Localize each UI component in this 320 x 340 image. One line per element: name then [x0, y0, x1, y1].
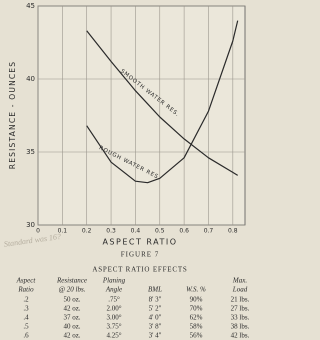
- table-cell: .75°: [108, 296, 120, 304]
- table-cell: .3: [23, 305, 29, 313]
- table-header: Angle: [105, 286, 122, 294]
- table-cell: 58%: [190, 323, 203, 331]
- table-cell: 40 oz.: [63, 323, 80, 331]
- table-header: Ratio: [17, 286, 34, 294]
- y-tick-label: 30: [26, 221, 35, 229]
- table-cell: 4.25°: [106, 332, 121, 340]
- x-tick-label: 0.4: [131, 228, 141, 235]
- x-axis-title: ASPECT RATIO: [102, 238, 177, 247]
- table-header: Planing: [102, 277, 126, 285]
- table-cell: 33 lbs.: [231, 314, 250, 322]
- x-tick-label: 0.5: [155, 228, 165, 235]
- table-cell: .4: [23, 314, 29, 322]
- x-tick-label: 0: [36, 228, 40, 235]
- table-cell: 42 lbs.: [231, 332, 250, 340]
- table-header: Resistance: [56, 277, 87, 285]
- table-cell: .2: [23, 296, 29, 304]
- y-tick-label: 45: [26, 2, 35, 10]
- table-cell: 3.00°: [106, 314, 121, 322]
- x-tick-label: 0.7: [204, 228, 214, 235]
- table-cell: 3' 4": [149, 332, 162, 340]
- x-tick-label: 0.3: [106, 228, 116, 235]
- y-tick-label: 40: [26, 75, 35, 83]
- table-title: ASPECT RATIO EFFECTS: [92, 266, 187, 274]
- table-cell: 5' 2": [149, 305, 162, 313]
- table-cell: 70%: [190, 305, 203, 313]
- table-cell: 62%: [190, 314, 203, 322]
- table-cell: 42 oz.: [63, 305, 80, 313]
- table-cell: 27 lbs.: [231, 305, 250, 313]
- table-header: W.S. %: [186, 286, 206, 294]
- x-tick-label: 0.1: [58, 228, 68, 235]
- line: [86, 30, 239, 176]
- table-cell: 90%: [190, 296, 203, 304]
- x-tick-label: 0.6: [179, 228, 189, 235]
- table-header: Aspect: [16, 277, 37, 285]
- x-tick-label: 0.8: [228, 228, 238, 235]
- table-cell: 42 oz.: [63, 332, 80, 340]
- document: RESISTANCE - OUNCES ASPECT RATIO Standar…: [3, 2, 250, 340]
- table-cell: 2.00°: [106, 305, 121, 313]
- table-cell: .6: [23, 332, 29, 340]
- table-cell: .5: [23, 323, 29, 331]
- y-tick-label: 35: [26, 148, 35, 156]
- line: [86, 20, 239, 184]
- plot-area: [37, 5, 246, 226]
- table-cell: 50 oz.: [63, 296, 80, 304]
- table-cell: 56%: [190, 332, 203, 340]
- table-cell: 3' 8": [149, 323, 162, 331]
- table-cell: 21 lbs.: [231, 296, 250, 304]
- table-cell: 8' 3": [149, 296, 162, 304]
- table-header: Max.: [232, 277, 247, 285]
- table-cell: 4' 0": [149, 314, 162, 322]
- table-header: @ 20 lbs.: [59, 286, 86, 294]
- y-axis-title: RESISTANCE - OUNCES: [8, 61, 17, 169]
- table-header: Load: [232, 286, 248, 294]
- table-cell: 38 lbs.: [231, 323, 250, 331]
- x-tick-label: 0.2: [82, 228, 92, 235]
- table-cell: 37 oz.: [63, 314, 80, 322]
- table-header: BML: [148, 286, 162, 294]
- table-cell: 3.75°: [106, 323, 121, 331]
- figure-caption: FIGURE 7: [121, 251, 160, 259]
